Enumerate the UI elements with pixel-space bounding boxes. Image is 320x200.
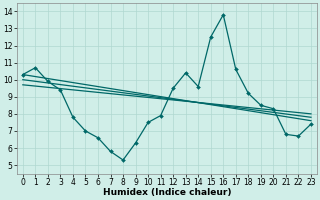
X-axis label: Humidex (Indice chaleur): Humidex (Indice chaleur) [103, 188, 231, 197]
